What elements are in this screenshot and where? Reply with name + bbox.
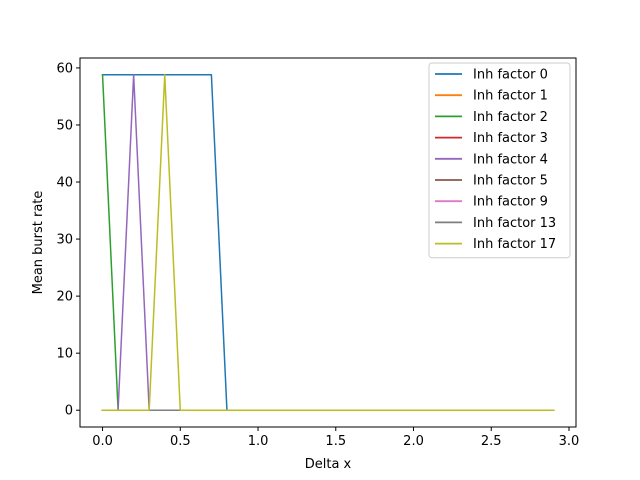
y-axis-label: Mean burst rate <box>31 191 46 295</box>
legend-label-8: Inh factor 17 <box>473 237 556 252</box>
y-tick-label: 20 <box>56 290 73 305</box>
x-axis-label: Delta x <box>305 457 352 472</box>
x-tick-label: 3.0 <box>559 434 580 449</box>
x-tick-label: 0.5 <box>170 434 191 449</box>
legend-label-6: Inh factor 9 <box>473 195 548 210</box>
y-tick-label: 30 <box>56 233 73 248</box>
x-axis: 0.0 0.5 1.0 1.5 2.0 2.5 3.0 <box>92 427 579 449</box>
legend: Inh factor 0 Inh factor 1 Inh factor 2 Inh … <box>428 62 571 259</box>
legend-label-0: Inh factor 0 <box>473 68 548 83</box>
y-tick-label: 0 <box>65 404 73 419</box>
series-line-8 <box>101 74 555 411</box>
plot-frame <box>79 57 577 428</box>
legend-label-1: Inh factor 1 <box>473 89 548 104</box>
x-tick-label: 2.0 <box>403 434 424 449</box>
legend-label-5: Inh factor 5 <box>473 174 548 189</box>
x-tick-label: 1.0 <box>248 434 269 449</box>
x-tick-label: 2.5 <box>481 434 502 449</box>
y-tick-label: 10 <box>56 347 73 362</box>
y-tick-label: 50 <box>56 118 73 133</box>
y-axis: 0 10 20 30 40 50 60 <box>56 61 80 419</box>
legend-label-2: Inh factor 2 <box>473 110 548 125</box>
x-tick-label: 0.0 <box>92 434 113 449</box>
legend-label-3: Inh factor 3 <box>473 131 548 146</box>
legend-frame <box>428 62 571 259</box>
legend-label-4: Inh factor 4 <box>473 152 548 167</box>
y-tick-label: 40 <box>56 176 73 191</box>
legend-label-7: Inh factor 13 <box>473 216 556 231</box>
x-tick-label: 1.5 <box>325 434 346 449</box>
y-tick-label: 60 <box>56 61 73 76</box>
series-layer <box>101 73 555 411</box>
